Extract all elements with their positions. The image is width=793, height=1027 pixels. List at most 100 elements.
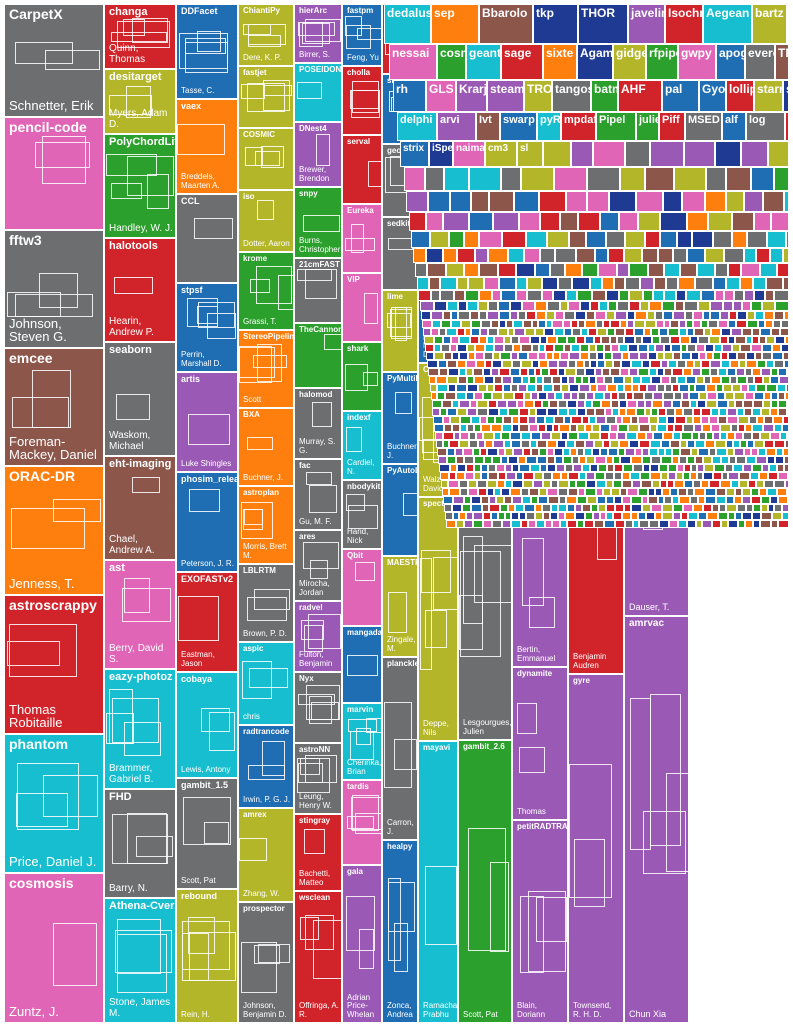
treemap-small-tile [702, 520, 712, 528]
treemap-small-tile [539, 448, 547, 456]
tile-subdivision [298, 694, 335, 705]
treemap-small-tile [761, 496, 770, 504]
treemap-small-tile [590, 464, 598, 472]
treemap-small-tile [737, 408, 744, 416]
treemap-small-tile [774, 167, 789, 191]
treemap-small-tile [776, 448, 783, 456]
treemap-small-tile [762, 301, 775, 311]
treemap-small-tile [664, 352, 673, 360]
treemap-small-tile [457, 277, 468, 290]
treemap-small-tile [514, 392, 524, 400]
treemap-small-tile [552, 320, 563, 328]
treemap-small-tile [644, 392, 653, 400]
tile-title: gala [347, 867, 364, 876]
treemap-small-tile [655, 311, 663, 320]
treemap-small-tile [605, 360, 613, 368]
tile-authors: Burns, Christopher [299, 236, 341, 254]
treemap-small-tile [777, 488, 787, 496]
treemap-tile: artis Luke Shingles [176, 372, 238, 472]
treemap-small-tile [487, 311, 499, 320]
treemap-small-tile [538, 352, 546, 360]
treemap-small-tile [585, 336, 594, 344]
treemap-small-tile [436, 440, 443, 448]
treemap-small-tile [572, 328, 581, 336]
tile-title: snpy [299, 189, 318, 198]
treemap-small-tile [597, 328, 607, 336]
treemap-small-tile [452, 504, 462, 512]
treemap-small-tile [695, 277, 713, 290]
treemap-small-tile [457, 328, 465, 336]
treemap-small-tile [696, 344, 705, 352]
treemap-small-tile [683, 408, 693, 416]
treemap-small-tile [672, 384, 679, 392]
treemap-small-tile [762, 344, 772, 352]
treemap-small-tile [539, 360, 548, 368]
small-tile-label: swarp [503, 114, 535, 126]
treemap-small-tile [715, 141, 741, 167]
tile-authors: Mirocha, Jordan [299, 579, 330, 597]
treemap-small-tile [747, 320, 758, 328]
treemap-small-tile: rh [393, 80, 426, 112]
tile-subdivision [241, 502, 273, 539]
treemap-small-tile [488, 400, 497, 408]
treemap-small-tile [519, 212, 540, 231]
tile-subdivision [300, 917, 319, 940]
treemap-small-tile [642, 504, 651, 512]
tile-subdivision [308, 614, 341, 649]
treemap-small-tile: sbpy [787, 4, 789, 44]
treemap-small-tile [497, 400, 507, 408]
treemap-small-tile [777, 464, 784, 472]
treemap-small-tile [457, 248, 475, 263]
treemap-small-tile [479, 231, 502, 248]
treemap-small-tile [571, 416, 582, 424]
treemap-small-tile [451, 336, 459, 344]
treemap-small-tile [747, 231, 767, 248]
tile-subdivision [248, 765, 285, 780]
treemap-small-tile [766, 336, 775, 344]
treemap-small-tile [648, 496, 658, 504]
treemap-small-tile [484, 352, 493, 360]
treemap-small-tile [650, 464, 659, 472]
treemap-small-tile [764, 480, 774, 488]
tile-authors: Handley, W. J. [109, 222, 173, 234]
treemap-small-tile [703, 456, 712, 464]
treemap-small-tile [458, 311, 470, 320]
treemap-small-tile [493, 352, 500, 360]
treemap-tile: gambit_1.5 Scott, Pat [176, 778, 238, 889]
treemap-small-tile [524, 400, 534, 408]
treemap-small-tile [673, 512, 681, 520]
treemap-small-tile [704, 376, 711, 384]
tile-title: ChiantiPy [243, 6, 280, 15]
treemap-small-tile [564, 416, 571, 424]
treemap-small-tile [716, 384, 723, 392]
treemap-small-tile [409, 212, 426, 231]
treemap-small-tile [664, 368, 672, 376]
tile-subdivision [43, 775, 98, 817]
treemap-small-tile: alf [722, 112, 746, 141]
treemap-small-tile [622, 416, 631, 424]
treemap-small-tile [456, 472, 465, 480]
treemap-small-tile [524, 392, 531, 400]
treemap-small-tile [519, 424, 529, 432]
treemap-small-tile [449, 231, 464, 248]
treemap-small-tile [774, 424, 782, 432]
treemap-small-tile [684, 141, 715, 167]
treemap-small-tile [772, 352, 783, 360]
treemap-small-tile [727, 368, 736, 376]
tile-authors: Dere, K. P. [243, 52, 282, 62]
treemap-small-tile [716, 448, 727, 456]
treemap-small-tile [547, 488, 558, 496]
tile-subdivision [245, 147, 263, 166]
tile-title: gambit_1.5 [181, 780, 229, 790]
treemap-small-tile [522, 496, 531, 504]
treemap-small-tile [771, 392, 778, 400]
tile-authors: Eastman, Jason [181, 650, 215, 668]
tile-subdivision [239, 838, 267, 861]
treemap-small-tile [715, 440, 726, 448]
treemap-small-tile [595, 456, 606, 464]
treemap-small-tile [735, 512, 742, 520]
treemap-small-tile [602, 368, 610, 376]
treemap-small-tile [467, 424, 474, 432]
small-tile-label: tangos [555, 82, 595, 96]
treemap-small-tile [602, 277, 614, 290]
